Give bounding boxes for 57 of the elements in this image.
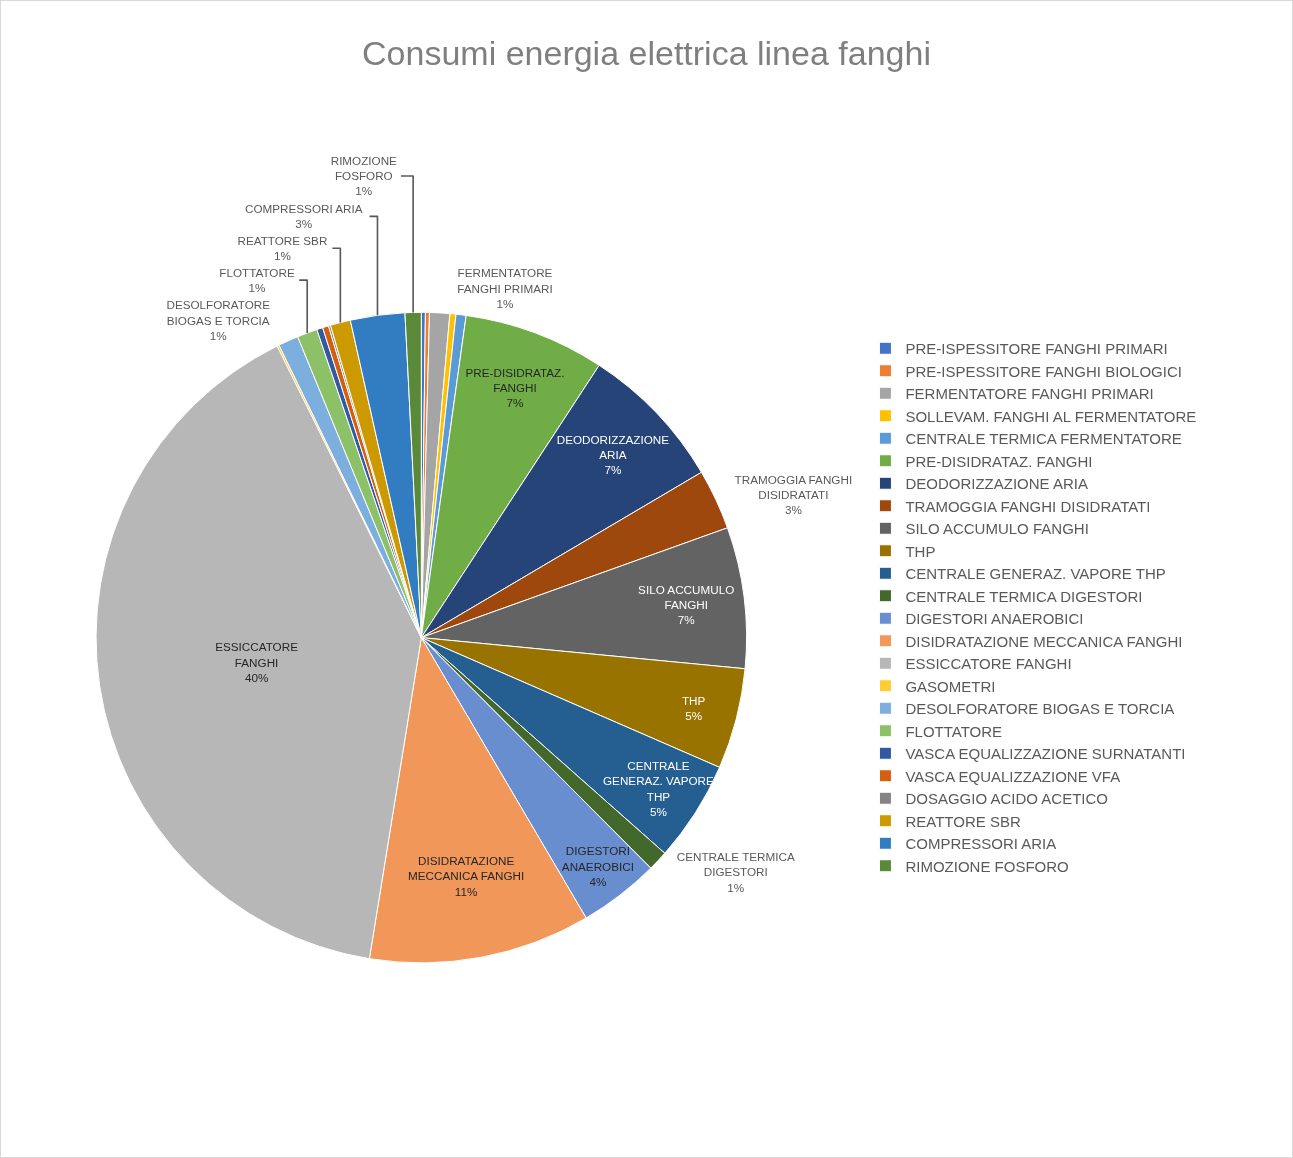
legend-label: CENTRALE TERMICA FERMENTATORE bbox=[905, 430, 1182, 448]
slice-label: RIMOZIONE FOSFORO bbox=[330, 153, 398, 183]
legend-label: SOLLEVAM. FANGHI AL FERMENTATORE bbox=[905, 407, 1197, 425]
data-label: 7% bbox=[604, 462, 622, 476]
legend-label: FLOTTATORE bbox=[905, 722, 1003, 740]
slice-label: DIGESTORI ANAEROBICI bbox=[561, 844, 634, 873]
legend-label: VASCA EQUALIZZAZIONE VFA bbox=[905, 767, 1121, 785]
chart-title: Consumi energia elettrica linea fanghi bbox=[362, 34, 931, 73]
data-label: 7% bbox=[506, 395, 524, 409]
legend-label: FERMENTATORE FANGHI PRIMARI bbox=[905, 385, 1154, 403]
data-label: 11% bbox=[454, 884, 478, 898]
legend-label: THP bbox=[905, 542, 936, 560]
legend-label: PRE-ISPESSITORE FANGHI PRIMARI bbox=[905, 340, 1168, 358]
data-label: 5% bbox=[649, 804, 667, 818]
legend-label: ESSICCATORE FANGHI bbox=[905, 655, 1072, 673]
legend-label: TRAMOGGIA FANGHI DISIDRATATI bbox=[905, 497, 1151, 515]
slice-label: FERMENTATORE FANGHI PRIMARI bbox=[457, 266, 553, 295]
legend-label: DIGESTORI ANAEROBICI bbox=[905, 610, 1084, 628]
slice-label: DISIDRATAZIONE MECCANICA FANGHI bbox=[408, 854, 525, 883]
slice-label: SILO ACCUMULO FANGHI bbox=[638, 582, 735, 611]
slice-label: THP bbox=[681, 693, 706, 707]
legend-label: CENTRALE GENERAZ. VAPORE THP bbox=[905, 565, 1166, 583]
legend-label: PRE-DISIDRATAZ. FANGHI bbox=[905, 452, 1093, 470]
legend-label: COMPRESSORI ARIA bbox=[905, 835, 1057, 853]
legend-label: GASOMETRI bbox=[905, 677, 996, 695]
legend-label: DESOLFORATORE BIOGAS E TORCIA bbox=[905, 700, 1175, 718]
data-label: 1% bbox=[209, 328, 227, 342]
slice-label: TRAMOGGIA FANGHI DISIDRATATI bbox=[734, 472, 853, 502]
slice-label: DESOLFORATORE BIOGAS E TORCIA bbox=[166, 298, 271, 327]
slice-label: COMPRESSORI ARIA bbox=[245, 201, 363, 215]
data-label: 3% bbox=[784, 503, 802, 517]
data-label: 1% bbox=[355, 184, 373, 198]
data-label: 4% bbox=[589, 874, 607, 888]
slice-label: REATTORE SBR bbox=[237, 233, 328, 247]
data-label: 1% bbox=[273, 248, 291, 262]
data-label: 3% bbox=[295, 216, 313, 230]
slice-label: DEODORIZZAZIONE ARIA bbox=[556, 432, 670, 461]
data-label: 1% bbox=[727, 880, 745, 894]
data-label: 7% bbox=[677, 612, 695, 626]
legend-label: DISIDRATAZIONE MECCANICA FANGHI bbox=[905, 632, 1183, 650]
legend-label: RIMOZIONE FOSFORO bbox=[905, 857, 1069, 875]
slice-label: CENTRALE GENERAZ. VAPORE THP bbox=[603, 759, 715, 803]
legend-label: SILO ACCUMULO FANGHI bbox=[905, 520, 1089, 538]
legend-label: DOSAGGIO ACIDO ACETICO bbox=[905, 790, 1108, 808]
legend-label: VASCA EQUALIZZAZIONE SURNATANTI bbox=[905, 745, 1186, 763]
slice-label: ESSICCATORE FANGHI bbox=[215, 640, 299, 669]
data-label: 5% bbox=[685, 708, 703, 722]
slice-label: PRE-DISIDRATAZ. FANGHI bbox=[465, 365, 565, 394]
data-label: 1% bbox=[248, 280, 266, 294]
data-label: 40% bbox=[244, 670, 269, 684]
legend-label: CENTRALE TERMICA DIGESTORI bbox=[905, 587, 1143, 605]
slice-label: FLOTTATORE bbox=[219, 265, 295, 279]
legend-label: PRE-ISPESSITORE FANGHI BIOLOGICI bbox=[905, 362, 1182, 380]
legend-label: DEODORIZZAZIONE ARIA bbox=[905, 475, 1088, 493]
slice-label: CENTRALE TERMICA DIGESTORI bbox=[676, 850, 795, 879]
legend-label: REATTORE SBR bbox=[905, 812, 1021, 830]
data-label: 1% bbox=[496, 296, 514, 310]
